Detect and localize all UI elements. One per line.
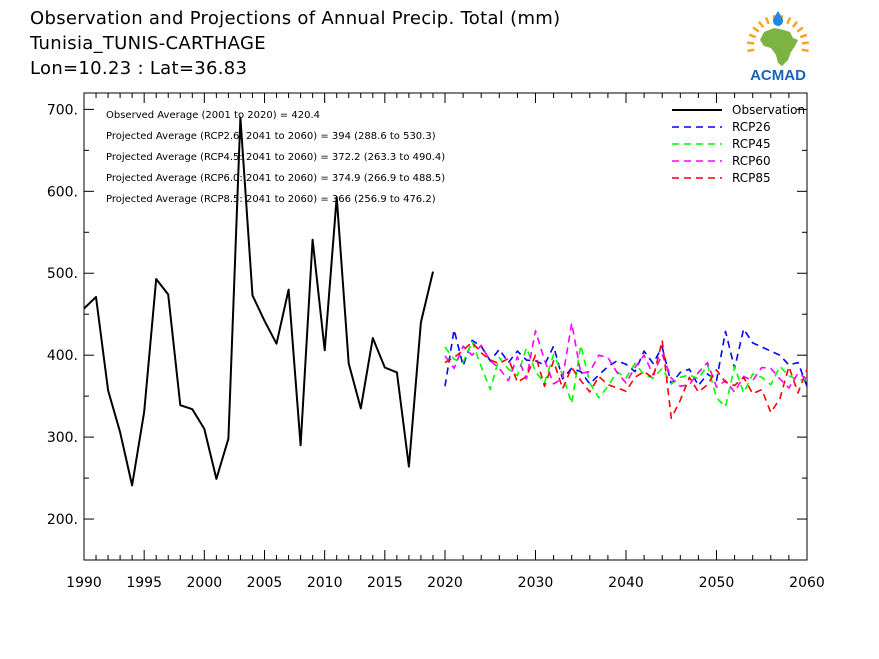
series-line — [83, 116, 434, 487]
average-annotation: Projected Average (RCP8.5: 2041 to 2060)… — [106, 194, 436, 205]
coordinates-label: Lon=10.23 : Lat=36.83 — [30, 58, 248, 79]
africa-map-icon — [760, 28, 798, 66]
x-tick-label: 1995 — [126, 575, 162, 591]
sun-ray — [752, 26, 760, 33]
x-tick-label: 2040 — [608, 575, 644, 591]
x-tick-label: 2050 — [699, 575, 735, 591]
sun-ray — [801, 41, 809, 45]
sun-ray — [801, 48, 809, 53]
logo-text: ACMAD — [750, 67, 806, 83]
x-tick-label: 2015 — [367, 575, 403, 591]
x-tick-label: 2000 — [187, 575, 223, 591]
legend-label: RCP26 — [732, 120, 771, 134]
series-line — [444, 328, 808, 387]
series-rcp60 — [444, 322, 808, 393]
series-line — [444, 340, 807, 408]
plot-frame — [83, 92, 808, 561]
sun-ray — [799, 33, 808, 39]
x-axis: 1990 1995 2000 2005 2010 2015 2020 2030 2040 2050… — [66, 93, 825, 591]
x-tick-label: 2005 — [247, 575, 283, 591]
station-name: Tunisia_TUNIS-CARTHAGE — [30, 33, 266, 54]
y-axis: 200. 300. 400. 500. 600. 700. — [47, 102, 807, 561]
y-tick-label: 700. — [47, 102, 78, 118]
x-tick-label: 2020 — [427, 575, 463, 591]
annotations: Observed Average (2001 to 2020) = 420.4 P… — [106, 110, 445, 205]
sun-ray — [747, 48, 755, 53]
sun-ray — [796, 26, 804, 33]
legend-label: Observation — [732, 103, 805, 117]
x-tick-label: 2060 — [789, 575, 825, 591]
average-annotation: Projected Average (RCP2.6: 2041 to 2060)… — [106, 131, 436, 142]
sun-ray — [748, 33, 757, 39]
chart-title: Observation and Projections of Annual Pr… — [30, 8, 561, 29]
plot-border — [83, 92, 808, 561]
series-layer — [83, 116, 808, 487]
legend-label: RCP45 — [732, 137, 771, 151]
average-annotation: Observed Average (2001 to 2020) = 420.4 — [106, 110, 320, 121]
series-rcp45 — [444, 340, 808, 408]
legend-label: RCP60 — [732, 154, 771, 168]
series-line — [444, 322, 808, 393]
y-tick-label: 200. — [47, 512, 78, 528]
water-drop-icon — [773, 11, 783, 26]
acmad-logo: ACMAD — [747, 11, 809, 83]
series-rcp85 — [444, 339, 808, 420]
sun-ray — [757, 20, 765, 28]
y-tick-label: 400. — [47, 348, 78, 364]
x-tick-label: 2030 — [518, 575, 554, 591]
x-tick-label: 1990 — [66, 575, 102, 591]
x-tick-label: 2010 — [307, 575, 343, 591]
average-annotation: Projected Average (RCP4.5: 2041 to 2060)… — [106, 152, 445, 163]
y-tick-label: 500. — [47, 266, 78, 282]
average-annotation: Projected Average (RCP6.0: 2041 to 2060)… — [106, 173, 445, 184]
series-observation — [83, 116, 434, 487]
y-tick-label: 600. — [47, 184, 78, 200]
legend-label: RCP85 — [732, 171, 771, 185]
legend: Observation RCP26 RCP45 RCP60 RCP85 — [672, 103, 805, 185]
y-tick-label: 300. — [47, 430, 78, 446]
series-line — [444, 339, 808, 420]
sun-ray — [764, 16, 770, 25]
sun-ray — [747, 41, 755, 45]
sun-ray — [786, 16, 792, 25]
series-rcp26 — [444, 328, 808, 387]
sun-ray — [791, 20, 799, 28]
